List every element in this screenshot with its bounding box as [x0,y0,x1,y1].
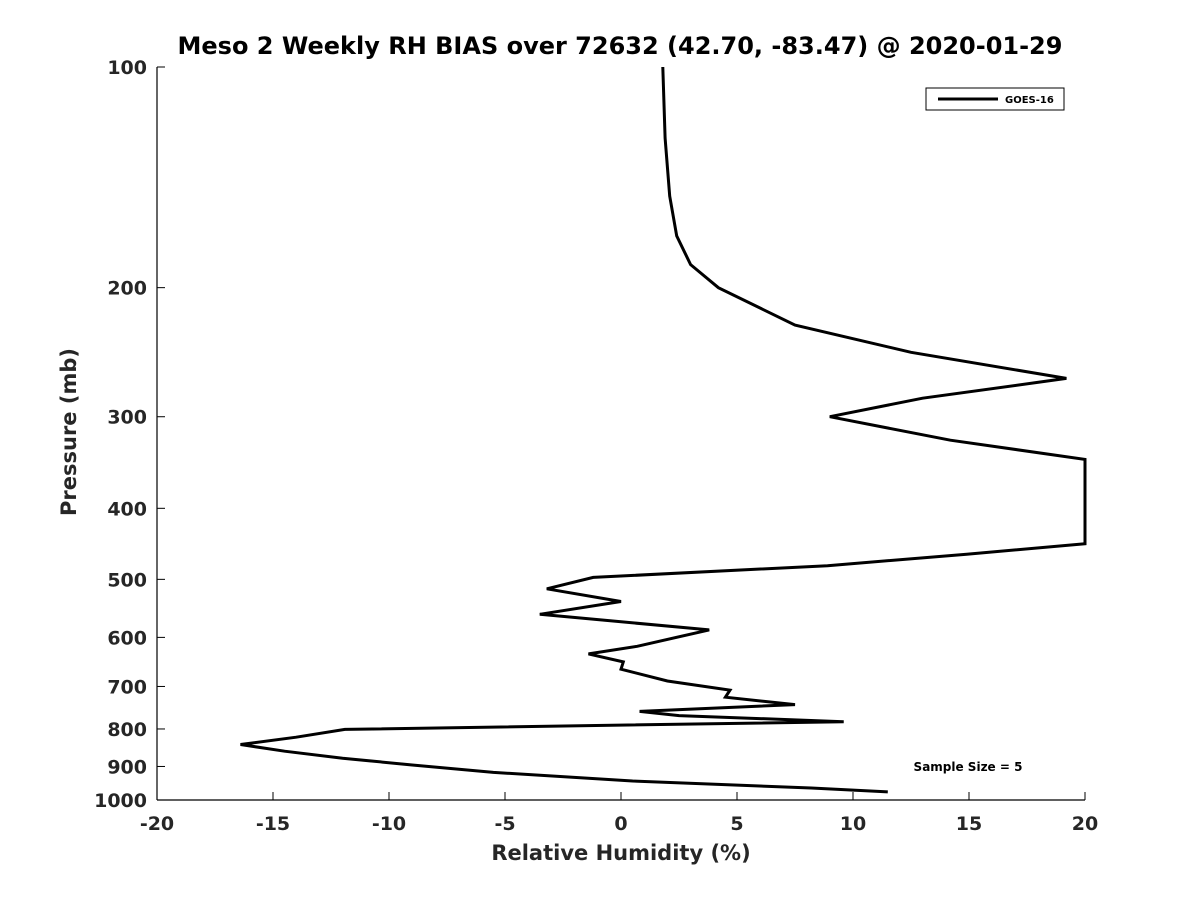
x-axis-label: Relative Humidity (%) [491,841,750,865]
x-tick-label: -20 [140,813,174,835]
plot-area [156,66,1087,801]
x-axis: -20 -15 -10 -5 0 5 10 15 20 [140,792,1098,835]
y-tick-label: 900 [107,756,147,778]
legend-label-goes16: GOES-16 [1005,95,1054,106]
y-tick-label: 600 [107,627,147,649]
y-tick-label: 400 [107,498,147,520]
x-tick-label: 15 [956,813,982,835]
x-tick-label: 10 [840,813,866,835]
x-tick-label: -15 [256,813,290,835]
x-tick-label: 20 [1072,813,1098,835]
y-tick-label: 500 [107,569,147,591]
y-axis-label: Pressure (mb) [57,348,81,516]
x-tick-label: 0 [614,813,627,835]
x-tick-label: -10 [372,813,406,835]
y-tick-label: 300 [107,407,147,429]
x-tick-label: 5 [730,813,743,835]
chart-title: Meso 2 Weekly RH BIAS over 72632 (42.70,… [178,32,1063,60]
y-tick-label: 700 [107,676,147,698]
legend: GOES-16 [925,87,1065,111]
y-tick-label: 100 [107,57,147,79]
y-tick-label: 200 [107,278,147,300]
sample-size-annotation: Sample Size = 5 [914,760,1023,774]
x-tick-label: -5 [494,813,515,835]
y-tick-label: 800 [107,719,147,741]
series-line-goes16 [240,66,1087,794]
y-tick-label: 1000 [94,790,147,812]
y-axis: 100 200 300 400 500 600 700 800 900 1000 [94,57,165,812]
